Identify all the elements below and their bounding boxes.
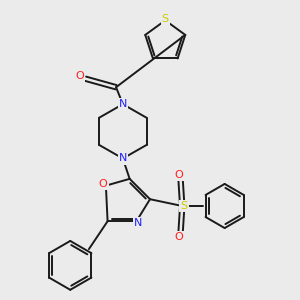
Text: O: O [175, 232, 183, 242]
Text: O: O [175, 170, 183, 180]
Text: O: O [75, 71, 84, 81]
Text: N: N [134, 218, 142, 228]
Text: O: O [99, 179, 107, 189]
Text: S: S [180, 201, 188, 211]
Text: N: N [119, 154, 127, 164]
Text: S: S [162, 14, 169, 24]
Text: N: N [119, 99, 127, 109]
